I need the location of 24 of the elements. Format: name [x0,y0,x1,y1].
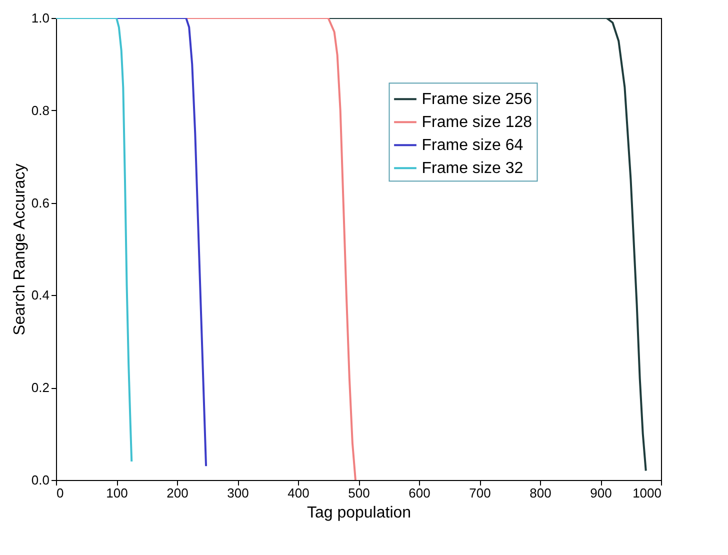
y-tick-label: 0.2 [31,380,50,396]
x-tick-label: 300 [227,486,249,500]
legend-label: Frame size 256 [422,91,532,108]
x-tick-label: 100 [106,486,128,500]
y-tick-label: 0.6 [31,195,50,210]
y-tick-label: 0.4 [31,288,50,303]
x-tick-label: 600 [408,486,430,500]
legend-label: Frame size 128 [422,114,532,132]
x-tick-label: 900 [590,486,612,500]
y-tick-label: 1.0 [31,10,50,26]
x-tick-label: 800 [530,486,552,500]
y-tick-label: 0.8 [31,102,50,118]
legend-label: Frame size 64 [422,137,524,154]
x-tick-label: 0 [56,486,64,500]
x-tick-label: 1000 [632,486,662,500]
line-series [56,18,133,463]
x-tick-label: 500 [348,486,370,500]
y-axis-title: Search Range Accuracy [11,164,28,336]
x-tick-label: 700 [469,486,491,500]
x-axis-title: Tag population [306,504,412,522]
x-tick-label: 400 [288,486,310,500]
legend-label: Frame size 32 [422,160,524,178]
y-tick-label: 0.0 [31,472,50,488]
x-tick-label: 200 [166,486,188,500]
